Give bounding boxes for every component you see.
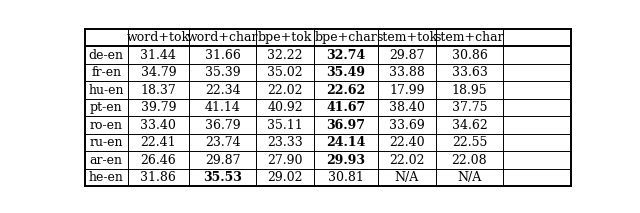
- Text: word+tok: word+tok: [127, 31, 190, 44]
- Text: 36.79: 36.79: [205, 119, 241, 132]
- Text: 36.97: 36.97: [326, 119, 365, 132]
- Text: 33.69: 33.69: [389, 119, 424, 132]
- Text: 33.88: 33.88: [389, 66, 425, 79]
- Text: 32.22: 32.22: [268, 49, 303, 62]
- Text: 22.34: 22.34: [205, 83, 241, 96]
- Text: 37.75: 37.75: [452, 101, 487, 114]
- Text: he-en: he-en: [89, 171, 124, 184]
- Text: 35.11: 35.11: [268, 119, 303, 132]
- Text: 33.63: 33.63: [451, 66, 488, 79]
- Text: 24.14: 24.14: [326, 136, 365, 149]
- Text: de-en: de-en: [89, 49, 124, 62]
- Text: word+char: word+char: [187, 31, 259, 44]
- Text: 22.08: 22.08: [452, 154, 487, 167]
- Text: N/A: N/A: [458, 171, 481, 184]
- Text: 18.95: 18.95: [452, 83, 487, 96]
- Text: 33.40: 33.40: [140, 119, 176, 132]
- Text: 17.99: 17.99: [389, 83, 424, 96]
- Text: ro-en: ro-en: [90, 119, 123, 132]
- Text: stem+tok: stem+tok: [376, 31, 437, 44]
- Text: 29.93: 29.93: [326, 154, 365, 167]
- Text: 22.55: 22.55: [452, 136, 487, 149]
- Text: 30.86: 30.86: [451, 49, 488, 62]
- Text: 39.79: 39.79: [141, 101, 176, 114]
- Text: 32.74: 32.74: [326, 49, 365, 62]
- Text: 35.53: 35.53: [203, 171, 242, 184]
- Text: 23.74: 23.74: [205, 136, 241, 149]
- Text: 22.62: 22.62: [326, 83, 365, 96]
- Text: N/A: N/A: [395, 171, 419, 184]
- Text: 29.02: 29.02: [268, 171, 303, 184]
- Text: 30.81: 30.81: [328, 171, 364, 184]
- Text: 22.02: 22.02: [389, 154, 424, 167]
- Text: 22.02: 22.02: [268, 83, 303, 96]
- Text: ar-en: ar-en: [90, 154, 123, 167]
- Text: pt-en: pt-en: [90, 101, 123, 114]
- Text: 35.02: 35.02: [268, 66, 303, 79]
- Text: fr-en: fr-en: [92, 66, 122, 79]
- Text: 31.44: 31.44: [140, 49, 176, 62]
- Text: 23.33: 23.33: [268, 136, 303, 149]
- Text: 34.79: 34.79: [141, 66, 176, 79]
- Text: 35.49: 35.49: [326, 66, 365, 79]
- Text: 29.87: 29.87: [389, 49, 424, 62]
- Text: 22.41: 22.41: [141, 136, 176, 149]
- Text: bpe+char: bpe+char: [315, 31, 378, 44]
- Text: 29.87: 29.87: [205, 154, 240, 167]
- Text: 27.90: 27.90: [268, 154, 303, 167]
- Text: 18.37: 18.37: [141, 83, 176, 96]
- Text: hu-en: hu-en: [88, 83, 124, 96]
- Text: 34.62: 34.62: [452, 119, 487, 132]
- Text: 41.14: 41.14: [205, 101, 241, 114]
- Text: 26.46: 26.46: [141, 154, 176, 167]
- Text: 31.66: 31.66: [205, 49, 241, 62]
- Text: 40.92: 40.92: [268, 101, 303, 114]
- Text: 38.40: 38.40: [389, 101, 425, 114]
- Text: ru-en: ru-en: [90, 136, 123, 149]
- Text: 22.40: 22.40: [389, 136, 424, 149]
- Text: 35.39: 35.39: [205, 66, 241, 79]
- Text: 41.67: 41.67: [326, 101, 365, 114]
- Text: 31.86: 31.86: [140, 171, 176, 184]
- Text: bpe+tok: bpe+tok: [258, 31, 312, 44]
- Text: stem+char: stem+char: [435, 31, 504, 44]
